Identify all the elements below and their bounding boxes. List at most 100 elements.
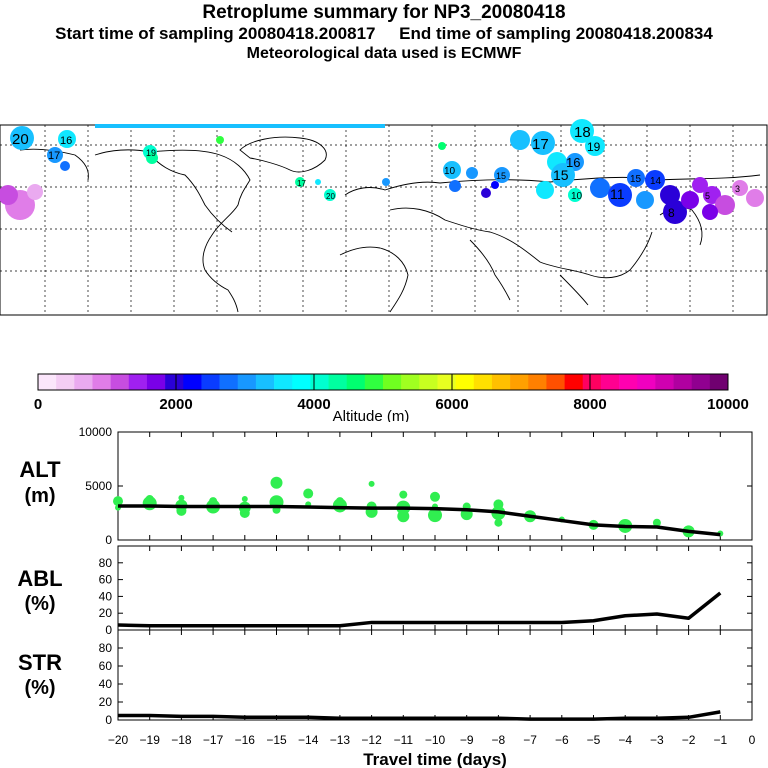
x-tick-label: −4 [618,733,632,747]
x-tick-label: −5 [587,733,601,747]
x-tick-label: 0 [749,733,756,747]
x-tick-label: −12 [361,733,382,747]
x-tick-label: −16 [235,733,256,747]
svg-text:17: 17 [297,179,306,188]
map-coastlines [19,136,761,313]
svg-text:19: 19 [587,140,601,154]
colorbar-cell [637,374,656,390]
colorbar-tick-label: 0 [34,396,42,413]
x-tick-label: −9 [460,733,474,747]
colorbar-cell [219,374,239,390]
alt-scatter-point [303,488,314,499]
colorbar-cell [165,374,184,390]
colorbar-cell [237,374,257,390]
colorbar-cell [673,374,692,390]
colorbar-cell [183,374,202,390]
y-tick-label: 20 [99,695,113,709]
colorbar-cells [38,374,729,390]
colorbar-cell [582,374,602,390]
alt-scatter-point [368,480,375,487]
x-axis-label: Travel time (days) [363,750,507,768]
svg-text:19: 19 [146,148,156,158]
svg-text:20: 20 [326,192,335,201]
colorbar-cell [346,374,366,390]
y-tick-label: 60 [99,573,113,587]
colorbar-cell [564,374,584,390]
series-line-alt [118,504,721,537]
colorbar-ticks: 0 2000 4000 6000 8000 10000 [34,374,749,413]
svg-text:17: 17 [532,136,549,153]
colorbar-cell [600,374,620,390]
colorbar-cell [546,374,565,390]
colorbar-cell [128,374,148,390]
colorbar-cell [455,374,475,390]
svg-text:10: 10 [571,191,583,202]
y-tick-label: 80 [99,556,113,570]
x-tick-label: −2 [682,733,696,747]
alt-scatter-point [397,510,410,523]
colorbar-cell [38,374,57,390]
panel-unit-str: (%) [24,677,55,699]
colorbar-cell [528,374,547,390]
colorbar-cell [473,374,493,390]
colorbar-label: Altitude (m) [333,408,410,422]
meteorological-data-line: Meteorological data used is ECMWF [246,45,522,62]
y-tick-label: 0 [105,713,112,727]
svg-text:11: 11 [610,186,625,202]
x-tick-label: −8 [492,733,506,747]
x-tick-label: −15 [266,733,287,747]
panel-label-str: STR [18,650,62,675]
y-tick-label: 20 [99,606,113,620]
colorbar-cell [310,374,329,390]
x-tick-label: −11 [394,733,414,747]
colorbar-tick-label: 4000 [297,396,330,413]
panel-label-abl: ABL [17,566,62,591]
y-tick-label: 5000 [85,479,112,493]
colorbar-cell [292,374,311,390]
colorbar-cell [92,374,111,390]
x-tick-label: −18 [171,733,192,747]
svg-text:16: 16 [566,155,580,170]
colorbar-cell [56,374,75,390]
alt-scatter-point [145,494,154,503]
svg-text:3: 3 [735,184,740,194]
plume-markers [0,119,764,224]
alt-scatter-point [176,505,187,516]
x-tick-label: −19 [140,733,161,747]
colorbar-cell [328,374,347,390]
alt-scatter-point [335,497,344,506]
colorbar-cell [255,374,275,390]
colorbar-cell [383,374,402,390]
colorbar-cell [709,374,729,390]
colorbar-cell [691,374,711,390]
colorbar-cell [401,374,420,390]
panel-unit-alt: (m) [24,485,55,507]
colorbar-cell [364,374,384,390]
x-tick-label: −3 [650,733,664,747]
alt-scatter-point [270,476,283,489]
map-frame [0,124,768,316]
y-tick-label: 0 [105,533,112,547]
x-tick-label: −7 [523,733,537,747]
alt-scatter-point [178,494,185,501]
y-tick-label: 40 [99,589,113,603]
colorbar-cell [510,374,529,390]
chart-title: Retroplume summary for NP3_20080418 [202,2,566,23]
colorbar-cell [437,374,456,390]
x-tick-label: −17 [203,733,224,747]
svg-text:15: 15 [496,171,506,181]
panel-frame-str [117,629,753,721]
colorbar-cell [419,374,438,390]
colorbar-cell [491,374,511,390]
plume-day-labels: 20 16 17 19 17 20 10 15 17 18 19 16 15 1… [12,124,740,220]
series-line-str [118,710,721,721]
alt-scatter-point [430,491,440,502]
alt-scatter-point [209,497,218,506]
x-tick-label: −10 [425,733,446,747]
alt-scatter-point [652,518,661,527]
y-tick-label: 40 [99,677,113,691]
svg-text:8: 8 [668,206,675,220]
svg-text:18: 18 [574,124,591,141]
alt-scatter-point [113,496,123,507]
